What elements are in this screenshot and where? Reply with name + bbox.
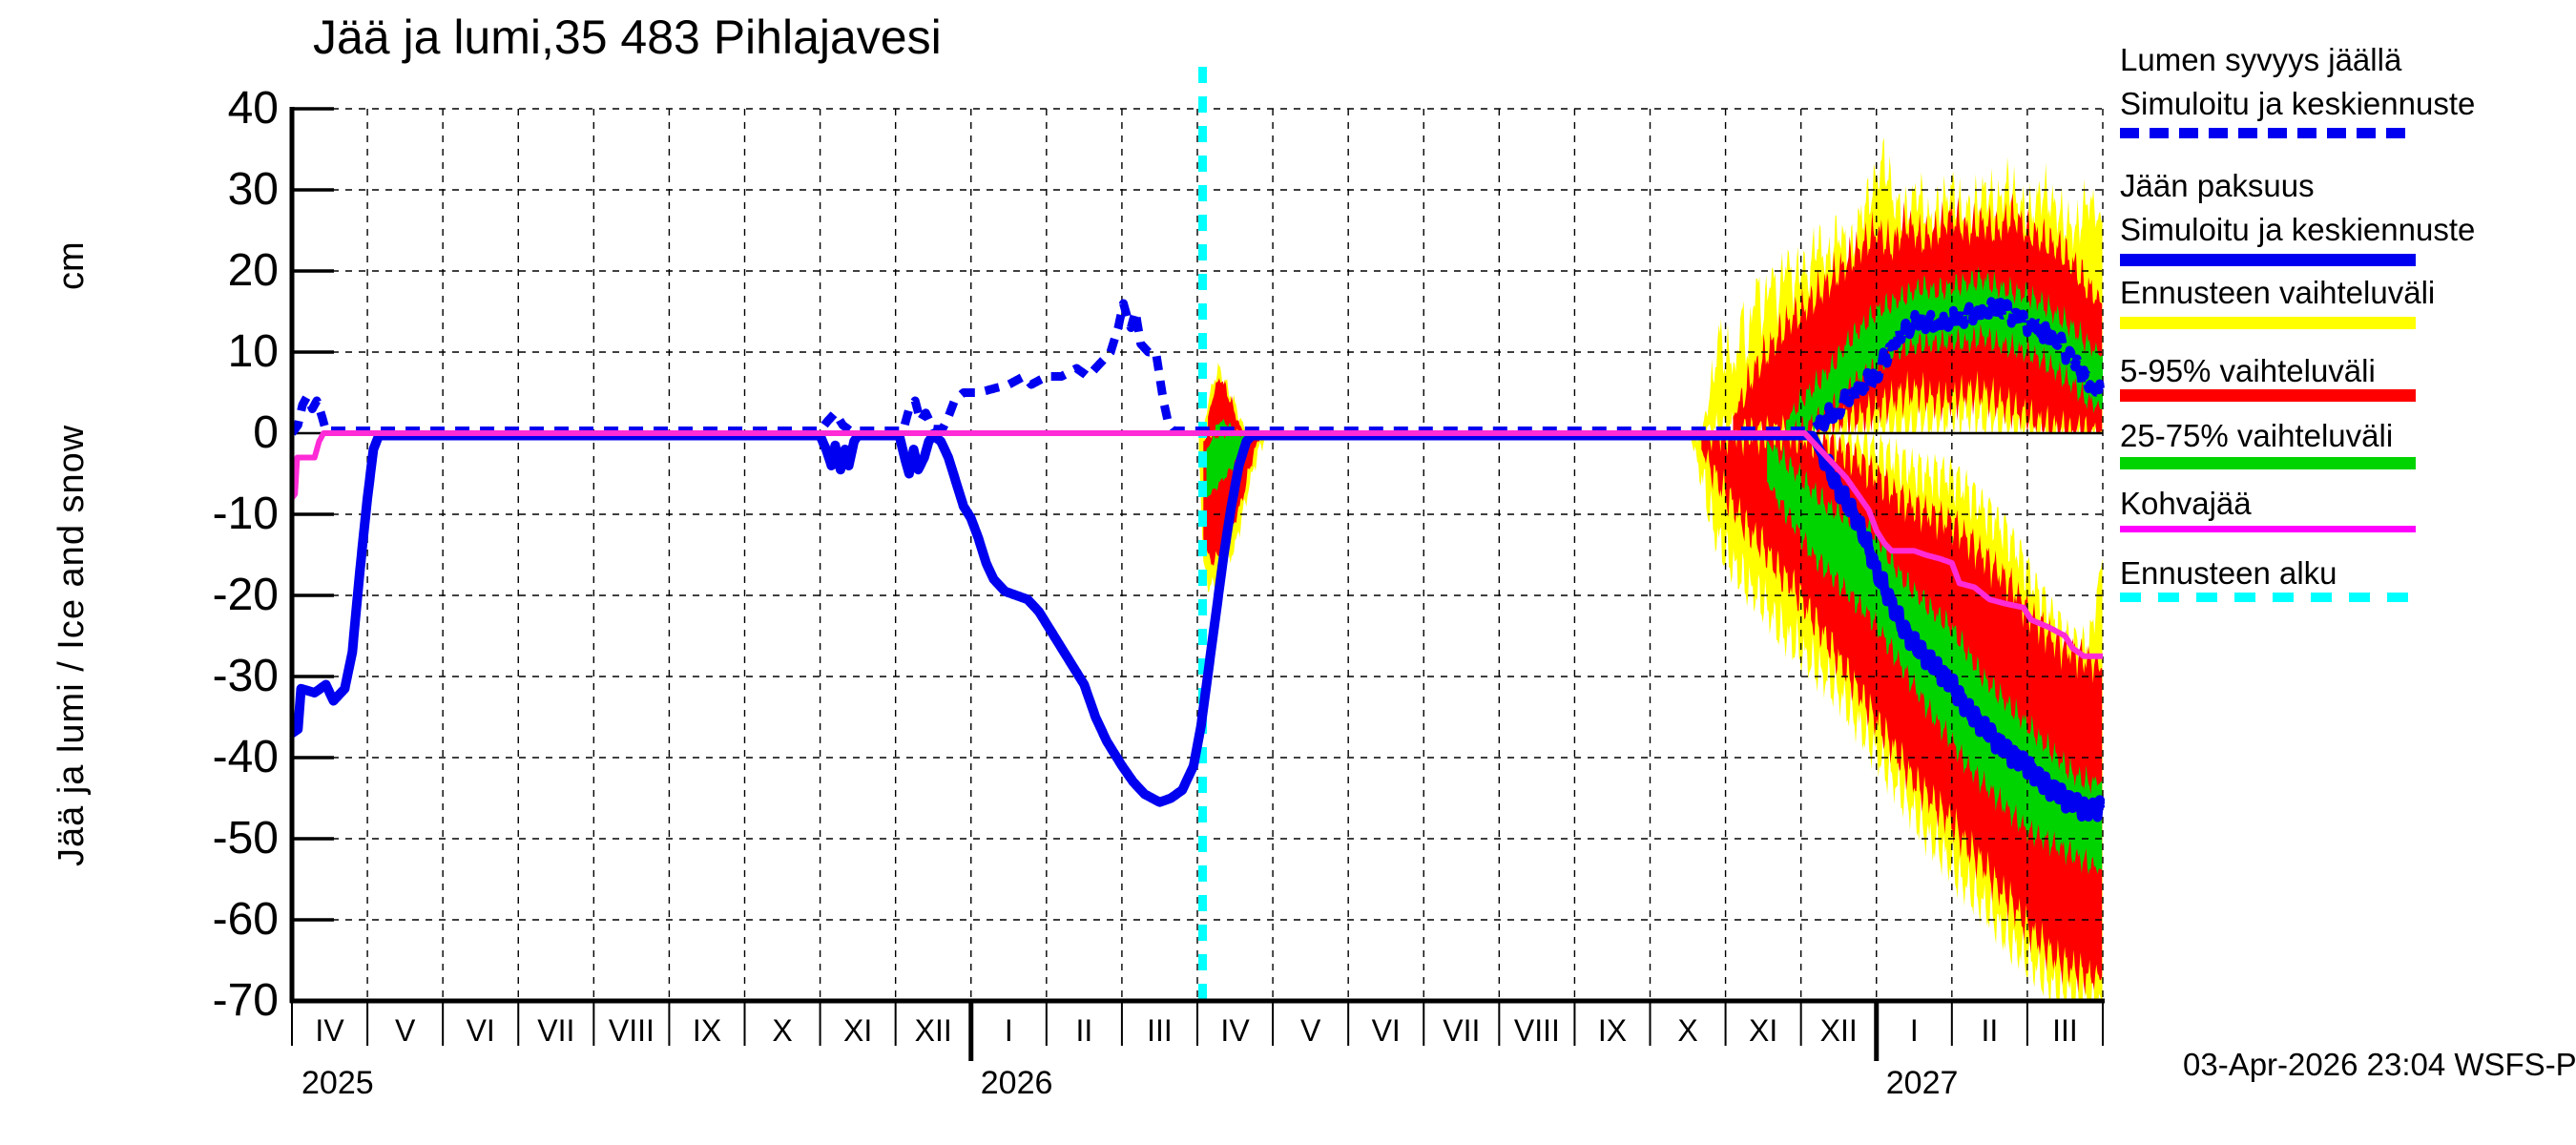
page: { "chart_data": { "type": "line+band", "… — [52, 10, 2576, 1101]
chart-page: Jää ja lumi,35 483 Pihlajavesi Jää ja lu… — [52, 10, 2576, 1101]
chart-canvas — [289, 67, 2105, 1061]
